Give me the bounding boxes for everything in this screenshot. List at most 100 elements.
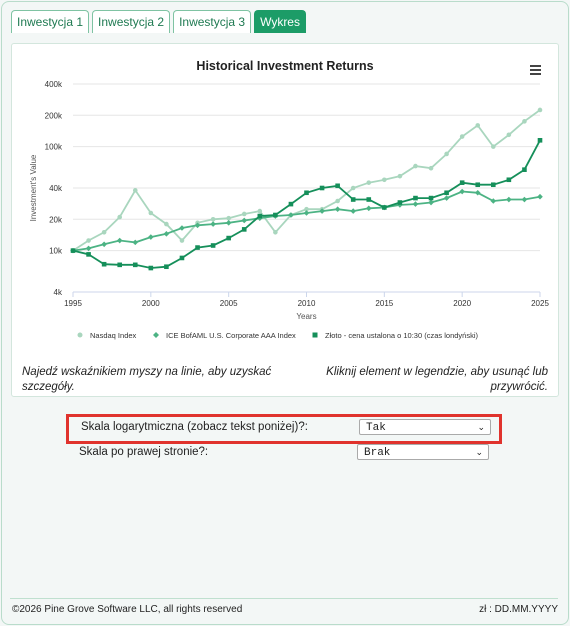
y-tick-label: 4k	[54, 288, 63, 297]
data-point	[210, 221, 216, 227]
data-point	[475, 182, 481, 188]
tab-chart[interactable]: Wykres	[254, 10, 306, 33]
data-point	[86, 252, 91, 257]
legend-label: Nasdaq Index	[90, 331, 137, 340]
data-point	[179, 238, 185, 243]
data-point	[428, 165, 434, 171]
data-point	[241, 227, 247, 232]
x-tick-label: 2005	[220, 299, 238, 308]
data-point	[506, 177, 512, 183]
hamburger-icon[interactable]	[530, 65, 541, 75]
data-point	[506, 196, 512, 203]
data-point	[225, 220, 232, 226]
data-point	[101, 230, 107, 235]
data-point	[303, 210, 310, 216]
x-tick-label: 2025	[531, 299, 549, 308]
data-point	[444, 151, 449, 157]
data-point	[179, 225, 185, 231]
y-tick-label: 100k	[45, 143, 63, 152]
x-tick-label: 2020	[453, 299, 471, 308]
legend-item-1[interactable]: ICE BofAML U.S. Corporate AAA Index	[153, 331, 296, 340]
data-point	[350, 208, 356, 214]
data-point	[350, 185, 356, 191]
data-point	[226, 235, 231, 241]
legend-item-2[interactable]: Złoto - cena ustalona o 10:30 (czas lond…	[312, 331, 479, 340]
data-point	[195, 245, 200, 250]
chart-panel: Historical Investment Returns 400k 200k 100…	[11, 43, 559, 397]
data-point	[475, 123, 481, 128]
data-point	[490, 198, 497, 204]
data-point	[70, 248, 76, 253]
data-point	[537, 107, 543, 113]
data-point	[506, 132, 512, 138]
x-tick-label: 2010	[298, 299, 316, 308]
data-point	[101, 261, 107, 267]
series-line-2	[72, 139, 541, 269]
data-point	[319, 208, 325, 214]
data-point	[288, 201, 294, 207]
data-point	[428, 199, 434, 206]
log-scale-select[interactable]: Tak ⌄	[359, 419, 491, 435]
legend-marker	[153, 332, 159, 338]
tab-investment-3[interactable]: Inwestycja 3	[173, 10, 252, 33]
data-point	[273, 230, 278, 235]
data-point	[412, 201, 419, 207]
data-point	[164, 264, 169, 270]
data-point	[117, 262, 122, 268]
x-tick-label: 1995	[64, 299, 82, 308]
data-point	[304, 206, 309, 212]
data-point	[132, 239, 139, 246]
data-point	[382, 205, 387, 210]
data-point	[522, 119, 527, 124]
data-point	[335, 198, 340, 204]
x-tick-label: 2000	[142, 299, 160, 308]
data-point	[382, 177, 387, 183]
date-format: zł : DD.MM.YYYY	[479, 604, 558, 615]
data-point	[164, 221, 169, 227]
legend-marker	[312, 332, 318, 338]
data-point	[350, 197, 356, 202]
data-point	[413, 163, 418, 169]
data-point	[474, 189, 481, 196]
y-tick-label: 10k	[49, 247, 63, 256]
data-point	[257, 208, 263, 214]
tab-investment-2[interactable]: Inwestycja 2	[92, 10, 171, 33]
data-point	[117, 214, 122, 220]
chevron-down-icon: ⌄	[475, 448, 483, 458]
chart-title: Historical Investment Returns	[196, 59, 373, 73]
data-point	[273, 212, 278, 218]
tab-investment-1[interactable]: Inwestycja 1	[11, 10, 90, 33]
y-tick-label: 20k	[49, 215, 63, 224]
right-scale-select[interactable]: Brak ⌄	[357, 444, 489, 460]
data-point	[319, 185, 325, 191]
data-point	[148, 234, 154, 240]
y-axis-title: Investment's Value	[29, 154, 38, 221]
data-point	[459, 188, 465, 195]
right-scale-row: Skala po prawej stronie?: Brak ⌄	[67, 442, 495, 464]
series-line-0	[72, 109, 541, 252]
legend-marker	[77, 332, 83, 338]
data-point	[132, 188, 138, 193]
data-point	[444, 190, 449, 196]
log-scale-value: Tak	[366, 422, 386, 434]
legend-hint: Kliknij element w legendzie, aby usunąć …	[326, 366, 548, 393]
chart: Historical Investment Returns 400k 200k 100…	[29, 59, 549, 340]
data-point	[521, 196, 528, 203]
data-point	[194, 222, 201, 229]
data-point	[397, 173, 403, 179]
log-scale-row: Skala logarytmiczna (zobacz tekst poniże…	[66, 414, 502, 444]
data-point	[335, 183, 340, 189]
y-tick-label: 400k	[45, 80, 63, 89]
footer-divider	[10, 598, 558, 599]
data-point	[443, 195, 450, 201]
data-point	[459, 180, 465, 185]
data-point	[366, 197, 372, 202]
data-point	[537, 138, 543, 143]
legend-item-0[interactable]: Nasdaq Index	[77, 331, 137, 340]
y-tick-label: 200k	[45, 111, 63, 120]
data-point	[210, 217, 216, 222]
data-point	[85, 245, 92, 252]
data-point	[132, 262, 138, 268]
data-point	[459, 134, 465, 139]
data-point	[288, 212, 294, 218]
